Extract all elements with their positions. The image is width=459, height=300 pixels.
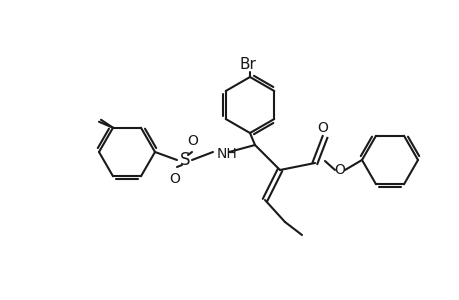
Text: O: O: [169, 172, 180, 186]
Text: Br: Br: [239, 57, 256, 72]
Text: NH: NH: [217, 147, 237, 161]
Text: O: O: [187, 134, 198, 148]
Text: S: S: [179, 151, 190, 169]
Text: O: O: [317, 121, 328, 135]
Text: O: O: [334, 163, 345, 177]
